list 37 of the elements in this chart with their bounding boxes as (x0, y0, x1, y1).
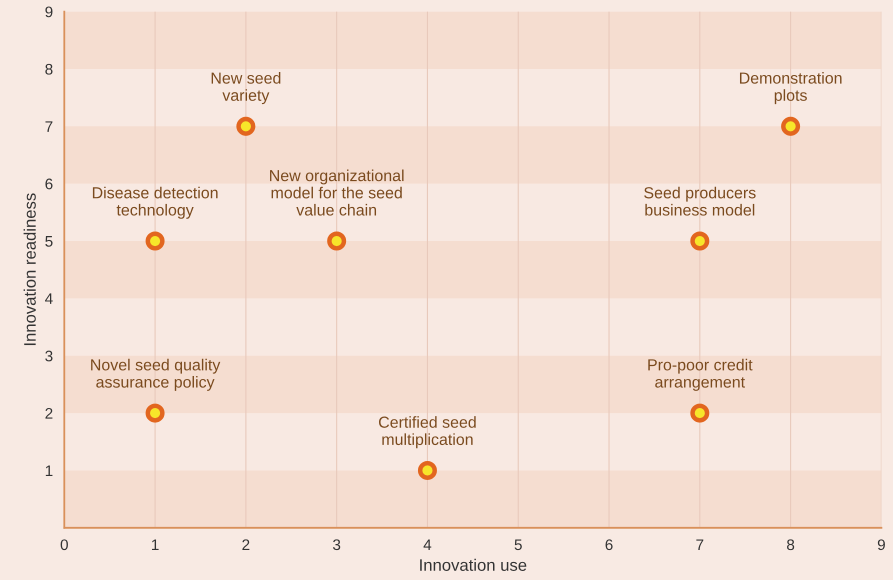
y-tick-label: 5 (45, 236, 53, 247)
annotation: Disease detection technology (92, 186, 218, 219)
point (781, 116, 800, 136)
x-tick-label: 8 (787, 539, 794, 550)
x-tick-label: 2 (242, 539, 250, 550)
y-tick-label: 6 (45, 178, 53, 190)
annotation: Seed producers business model (644, 186, 756, 216)
annotation: Pro-poor credit arrangement (648, 358, 753, 391)
x-tick-label: 7 (696, 539, 704, 550)
annotation: Novel seed quality assurance policy (91, 358, 220, 391)
x-tick-label: 0 (60, 539, 68, 550)
x-axis-title: Innovation use (420, 558, 526, 571)
y-tick-label: 3 (45, 350, 53, 362)
point (236, 116, 256, 136)
point (418, 460, 437, 480)
point (146, 404, 165, 423)
x-tick-label: 4 (424, 539, 432, 550)
y-tick-label: 9 (45, 6, 52, 18)
annotation: Certified seed multiplication (378, 416, 476, 448)
y-tick-label: 8 (45, 64, 53, 75)
y-tick-label: 4 (45, 293, 53, 304)
x-tick-label: 6 (606, 539, 613, 550)
y-tick-label: 1 (46, 465, 52, 476)
point (327, 232, 346, 251)
y-tick-label: 7 (45, 121, 52, 132)
y-axis-title: Innovation readiness (24, 193, 36, 346)
point (690, 404, 710, 423)
point (146, 232, 165, 251)
x-tick-label: 9 (878, 539, 885, 550)
annotation: New seed variety (212, 72, 280, 104)
y-tick-label: 2 (45, 408, 52, 419)
point (690, 232, 710, 251)
annotation: New organizational model for the seed value chain (270, 170, 404, 216)
x-tick-label: 5 (514, 539, 522, 550)
x-tick-label: 3 (332, 539, 340, 550)
annotation: Demonstration plots (740, 72, 842, 104)
x-tick-label: 1 (152, 539, 159, 550)
